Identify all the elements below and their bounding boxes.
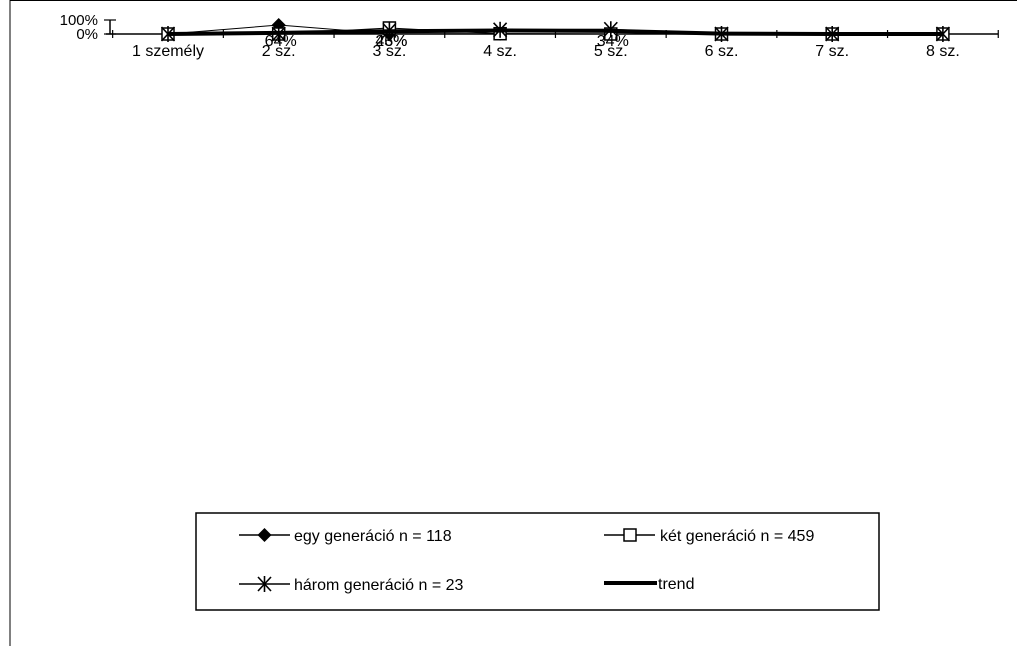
legend-item-ket: két generáció n = 459	[604, 528, 814, 545]
asterisk-marker-icon	[257, 576, 272, 592]
x-tick-label: 8 sz.	[926, 43, 960, 60]
series-line	[167, 28, 943, 36]
y-tick-labels: 0%100%	[60, 12, 98, 43]
data-label: 26%	[375, 33, 407, 50]
legend-item-harom: három generáció n = 23	[239, 576, 464, 594]
y-tick-label: 100%	[60, 12, 98, 29]
x-tick-label: 7 sz.	[815, 43, 849, 60]
legend-label: három generáció n = 23	[294, 577, 464, 594]
x-tick-label: 4 sz.	[483, 43, 517, 60]
legend-item-trend: trend	[604, 576, 694, 593]
legend: egy generáció n = 118 két generáció n = …	[195, 512, 880, 611]
x-tick-label: 5 sz.	[594, 43, 628, 60]
legend-box	[195, 512, 880, 611]
legend-label: trend	[658, 576, 694, 593]
y-tick-marks	[104, 19, 116, 35]
diamond-marker-icon	[257, 528, 272, 542]
data-labels: 64% 43%26% 34%	[265, 33, 629, 50]
x-tick-label: 6 sz.	[705, 43, 739, 60]
x-tick-label: 2 sz.	[262, 43, 296, 60]
data-label: 43%	[375, 33, 407, 50]
x-tick-label: 3 sz.	[373, 43, 407, 60]
legend-item-egy: egy generáció n = 118	[239, 528, 452, 545]
legend-label: egy generáció n = 118	[294, 528, 452, 545]
legend-label: két generáció n = 459	[660, 528, 814, 545]
square-marker-icon	[623, 528, 637, 542]
x-tick-labels: 1 személy 2 sz. 3 sz. 4 sz. 5 sz. 6 sz. 7 sz. 8…	[132, 43, 960, 60]
x-tick-label: 1 személy	[132, 43, 204, 60]
data-label: 34%	[597, 33, 629, 50]
y-tick-label: 0%	[76, 26, 98, 43]
series-layer	[160, 18, 950, 42]
data-label: 64%	[265, 33, 297, 50]
series-trend	[167, 28, 943, 36]
